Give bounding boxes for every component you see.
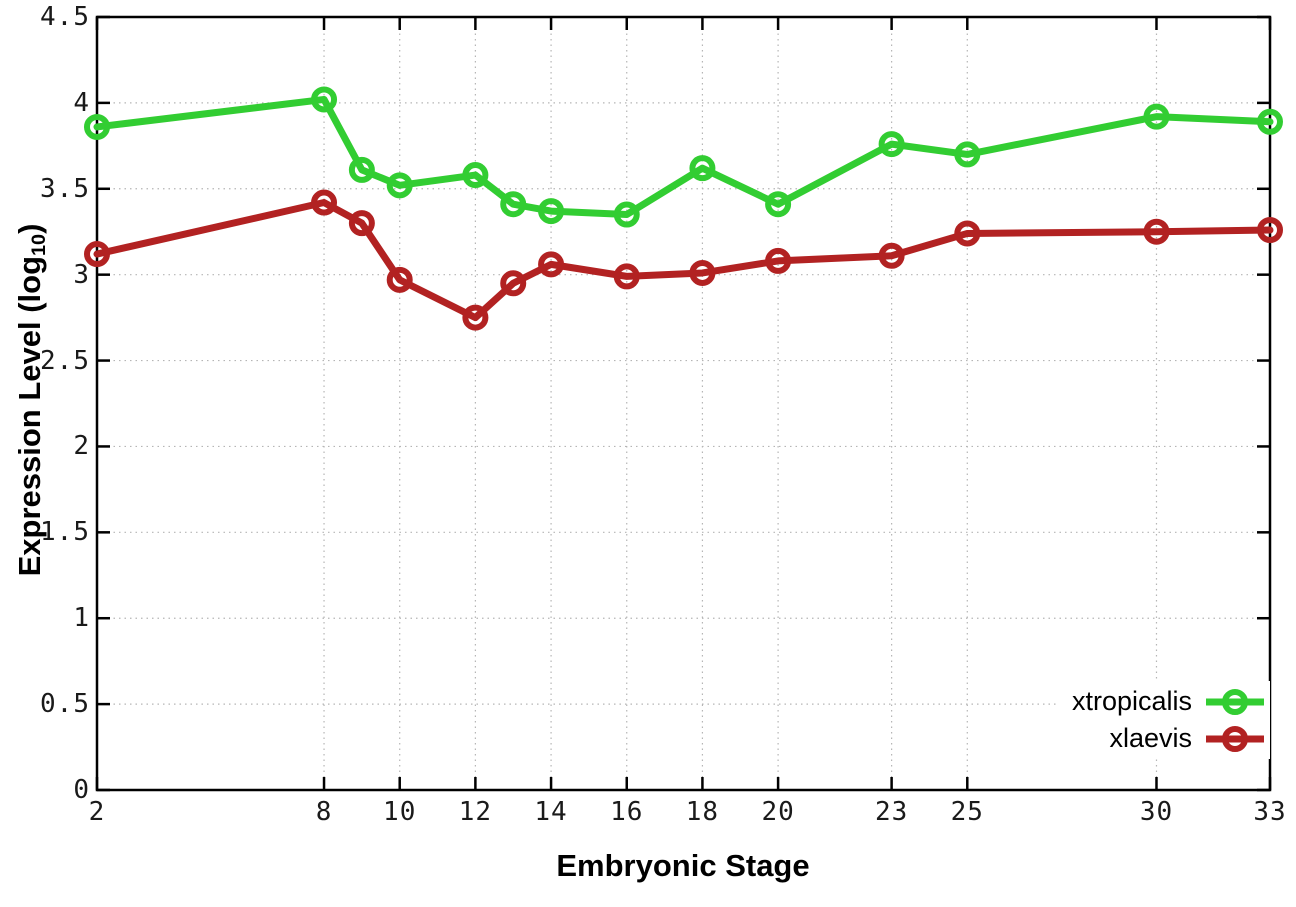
legend-item-xlaevis: xlaevis [1072,720,1266,757]
data-point-xlaevis-stage-13 [500,270,527,297]
data-point-xtropicalis-stage-30 [1143,103,1170,130]
y-axis-title-close: ) [12,223,47,234]
legend-item-xtropicalis: xtropicalis [1072,683,1266,720]
x-tick-label: 8 [315,797,333,827]
y-tick-label: 0 [73,775,90,805]
x-tick-label: 20 [761,797,795,827]
data-point-xtropicalis-stage-16 [613,201,640,228]
y-axis-title-subscript: 10 [27,233,50,256]
y-axis-title-text: Expression Level (log [12,255,47,577]
y-tick-label: 1.5 [40,517,90,548]
data-point-xlaevis-stage-25 [954,220,981,247]
data-point-xtropicalis-stage-13 [500,191,527,218]
plot-border [95,15,1272,792]
series-line-xtropicalis [93,95,1274,219]
data-point-xlaevis-stage-14 [538,251,565,278]
data-point-xlaevis-stage-30 [1143,218,1170,245]
x-tick-label: 10 [383,797,417,827]
data-point-xtropicalis-stage-18 [689,155,716,182]
y-tick-label: 3.5 [40,173,90,204]
data-point-xtropicalis-stage-9 [348,156,375,183]
data-point-xlaevis-stage-9 [348,210,375,237]
data-point-xlaevis-stage-33 [1257,217,1283,244]
x-tick-label: 12 [458,797,493,827]
y-tick-label: 4.5 [40,2,90,32]
legend-marker-icon [1206,725,1264,752]
data-point-xtropicalis-stage-8 [311,86,338,113]
x-tick-label: 25 [950,797,984,827]
x-tick-label: 16 [610,797,644,827]
x-axis-title: Embryonic Stage [556,848,810,883]
data-point-xlaevis-stage-10 [386,266,413,293]
data-point-xlaevis-stage-2 [84,241,110,268]
x-tick-label: 23 [874,797,909,827]
legend-label: xtropicalis [1071,686,1192,716]
data-point-xlaevis-stage-23 [878,242,905,269]
x-tick-label: 18 [685,797,720,827]
data-point-xtropicalis-stage-20 [765,191,792,218]
x-tick-label: 14 [534,797,568,827]
x-tick-label: 33 [1253,797,1287,827]
x-tick-label: 30 [1139,797,1174,827]
data-point-xlaevis-stage-12 [462,304,489,331]
data-point-xtropicalis-stage-25 [954,141,981,168]
legend: xtropicalis xlaevis [1057,681,1270,759]
data-point-xtropicalis-stage-14 [538,198,565,225]
y-tick-label: 3 [73,259,90,290]
data-point-xtropicalis-stage-2 [84,113,110,140]
legend-label: xlaevis [1109,723,1192,753]
data-point-xlaevis-stage-8 [311,189,338,216]
x-tick-label: 2 [88,797,106,827]
data-point-xtropicalis-stage-33 [1257,108,1283,135]
legend-marker-icon [1206,688,1264,715]
y-tick-label: 2.5 [40,345,90,376]
data-point-xtropicalis-stage-10 [386,172,413,199]
data-point-xtropicalis-stage-23 [878,131,905,158]
y-tick-label: 4 [73,87,90,118]
y-tick-label: 0.5 [40,689,90,720]
data-point-xlaevis-stage-20 [765,247,792,274]
y-tick-label: 1 [73,603,90,634]
y-tick-label: 2 [73,431,90,462]
data-point-xlaevis-stage-16 [613,263,640,290]
series-line-xlaevis [93,199,1274,322]
data-point-xtropicalis-stage-12 [462,162,489,189]
data-point-xlaevis-stage-18 [689,259,716,286]
